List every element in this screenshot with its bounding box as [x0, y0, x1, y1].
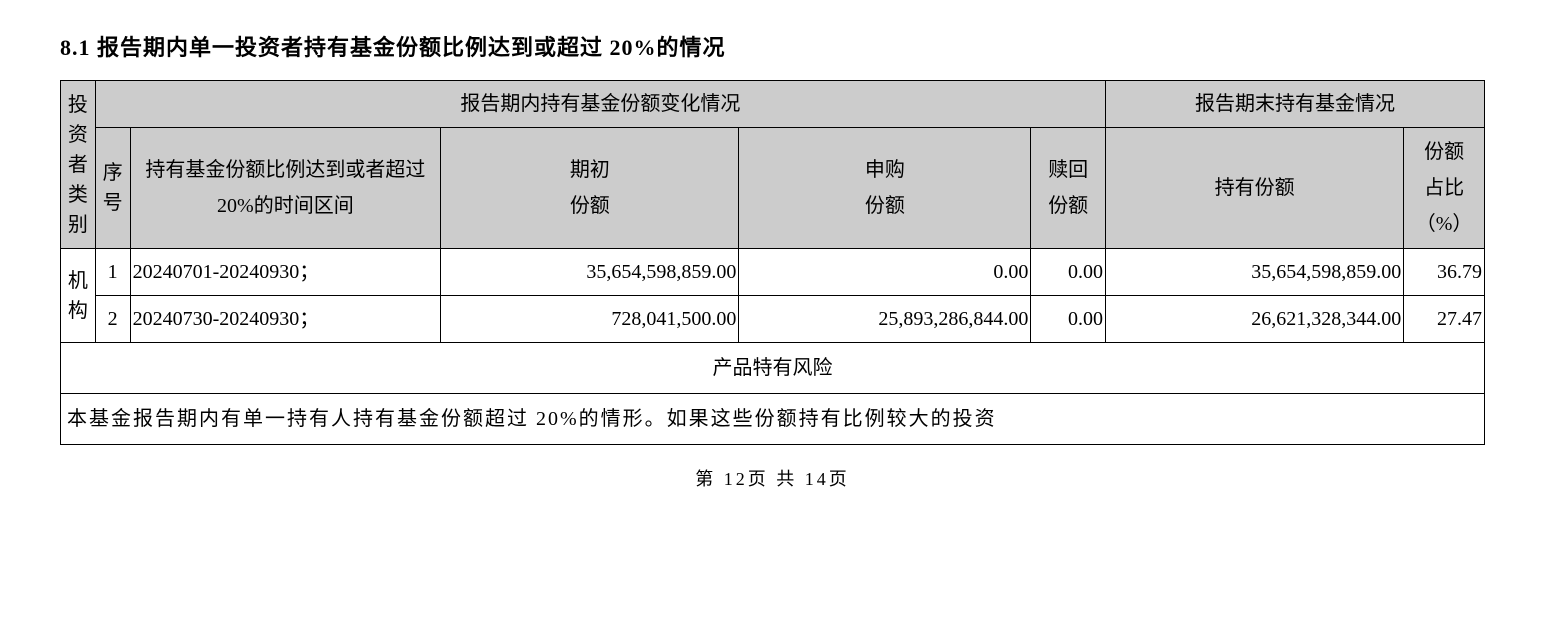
seq-cell: 2	[95, 296, 130, 343]
table-header-row-2: 序 号 持有基金份额比例达到或者超过 20%的时间区间 期初 份额 申购 份额 …	[61, 128, 1485, 249]
begin-cell: 35,654,598,859.00	[441, 249, 739, 296]
section-title: 8.1 报告期内单一投资者持有基金份额比例达到或超过 20%的情况	[60, 30, 1485, 62]
table-header-row-1: 投 资 者 类 别 报告期内持有基金份额变化情况 报告期末持有基金情况	[61, 81, 1485, 128]
header-begin-share: 期初 份额	[441, 128, 739, 249]
header-group-changes: 报告期内持有基金份额变化情况	[95, 81, 1105, 128]
risk-note-row: 本基金报告期内有单一持有人持有基金份额超过 20%的情形。如果这些份额持有比例较…	[61, 394, 1485, 445]
header-buy-share: 申购 份额	[739, 128, 1031, 249]
redeem-cell: 0.00	[1031, 249, 1106, 296]
risk-label-cell: 产品特有风险	[61, 343, 1485, 394]
table-row: 机 构 1 20240701-20240930； 35,654,598,859.…	[61, 249, 1485, 296]
ratio-cell: 36.79	[1404, 249, 1485, 296]
hold-cell: 26,621,328,344.00	[1105, 296, 1403, 343]
begin-cell: 728,041,500.00	[441, 296, 739, 343]
header-group-end: 报告期末持有基金情况	[1105, 81, 1484, 128]
redeem-cell: 0.00	[1031, 296, 1106, 343]
risk-note-cell: 本基金报告期内有单一持有人持有基金份额超过 20%的情形。如果这些份额持有比例较…	[61, 394, 1485, 445]
header-hold-share: 持有份额	[1105, 128, 1403, 249]
holdings-table: 投 资 者 类 别 报告期内持有基金份额变化情况 报告期末持有基金情况 序 号 …	[60, 80, 1485, 445]
header-seq: 序 号	[95, 128, 130, 249]
investor-type-cell: 机 构	[61, 249, 96, 343]
seq-cell: 1	[95, 249, 130, 296]
hold-cell: 35,654,598,859.00	[1105, 249, 1403, 296]
table-row: 2 20240730-20240930； 728,041,500.00 25,8…	[61, 296, 1485, 343]
buy-cell: 0.00	[739, 249, 1031, 296]
header-period: 持有基金份额比例达到或者超过 20%的时间区间	[130, 128, 441, 249]
header-redeem-share: 赎回 份额	[1031, 128, 1106, 249]
ratio-cell: 27.47	[1404, 296, 1485, 343]
header-ratio: 份额 占比 （%）	[1404, 128, 1485, 249]
period-cell: 20240730-20240930；	[130, 296, 441, 343]
page-footer: 第 12页 共 14页	[60, 465, 1485, 491]
risk-label-row: 产品特有风险	[61, 343, 1485, 394]
header-investor-type: 投 资 者 类 别	[61, 81, 96, 249]
period-cell: 20240701-20240930；	[130, 249, 441, 296]
buy-cell: 25,893,286,844.00	[739, 296, 1031, 343]
